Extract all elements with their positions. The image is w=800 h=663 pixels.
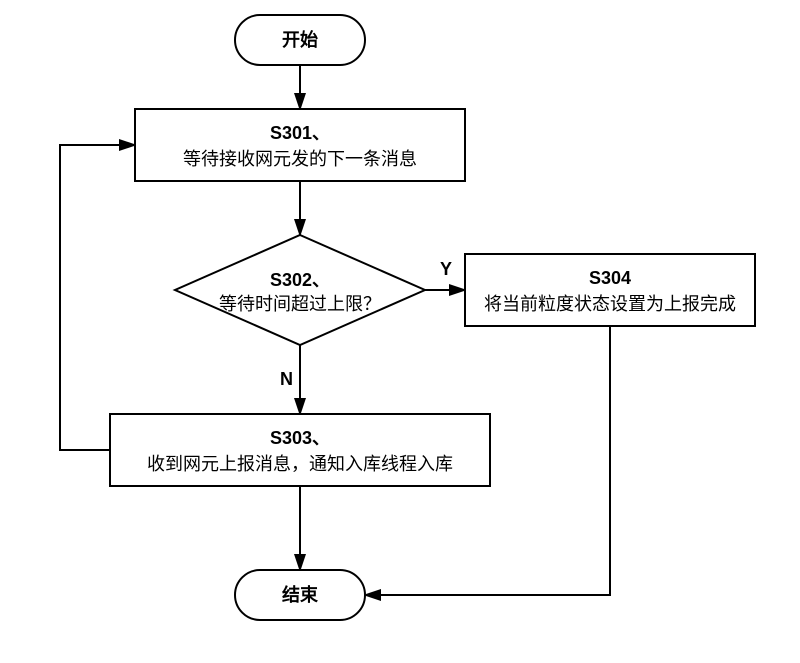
svg-text:将当前粒度状态设置为上报完成: 将当前粒度状态设置为上报完成 — [484, 294, 736, 314]
node-start: 开始 — [235, 15, 365, 65]
node-s302: S302、等待时间超过上限？ — [175, 235, 425, 345]
svg-text:结束: 结束 — [282, 584, 319, 605]
svg-text:等待时间超过上限？: 等待时间超过上限？ — [219, 294, 381, 314]
svg-text:S304: S304 — [589, 268, 631, 288]
node-s303: S303、收到网元上报消息，通知入库线程入库 — [110, 414, 490, 486]
nodes: 开始 S301、等待接收网元发的下一条消息 S302、等待时间超过上限？ S303、收… — [110, 15, 755, 620]
svg-text:开始: 开始 — [282, 29, 318, 50]
svg-text:等待接收网元发的下一条消息: 等待接收网元发的下一条消息 — [183, 149, 417, 169]
node-s301: S301、等待接收网元发的下一条消息 — [135, 109, 465, 181]
edge-label-Y: Y — [440, 259, 452, 279]
svg-text:S303、: S303、 — [270, 428, 330, 448]
edge-label-N: N — [280, 369, 293, 389]
svg-text:S302、: S302、 — [270, 270, 330, 290]
node-end: 结束 — [235, 570, 365, 620]
edge-s303_left-s301_left — [60, 145, 135, 450]
node-s304: S304 将当前粒度状态设置为上报完成 — [465, 254, 755, 326]
svg-text:收到网元上报消息，通知入库线程入库: 收到网元上报消息，通知入库线程入库 — [147, 454, 453, 474]
svg-text:S301、: S301、 — [270, 123, 330, 143]
